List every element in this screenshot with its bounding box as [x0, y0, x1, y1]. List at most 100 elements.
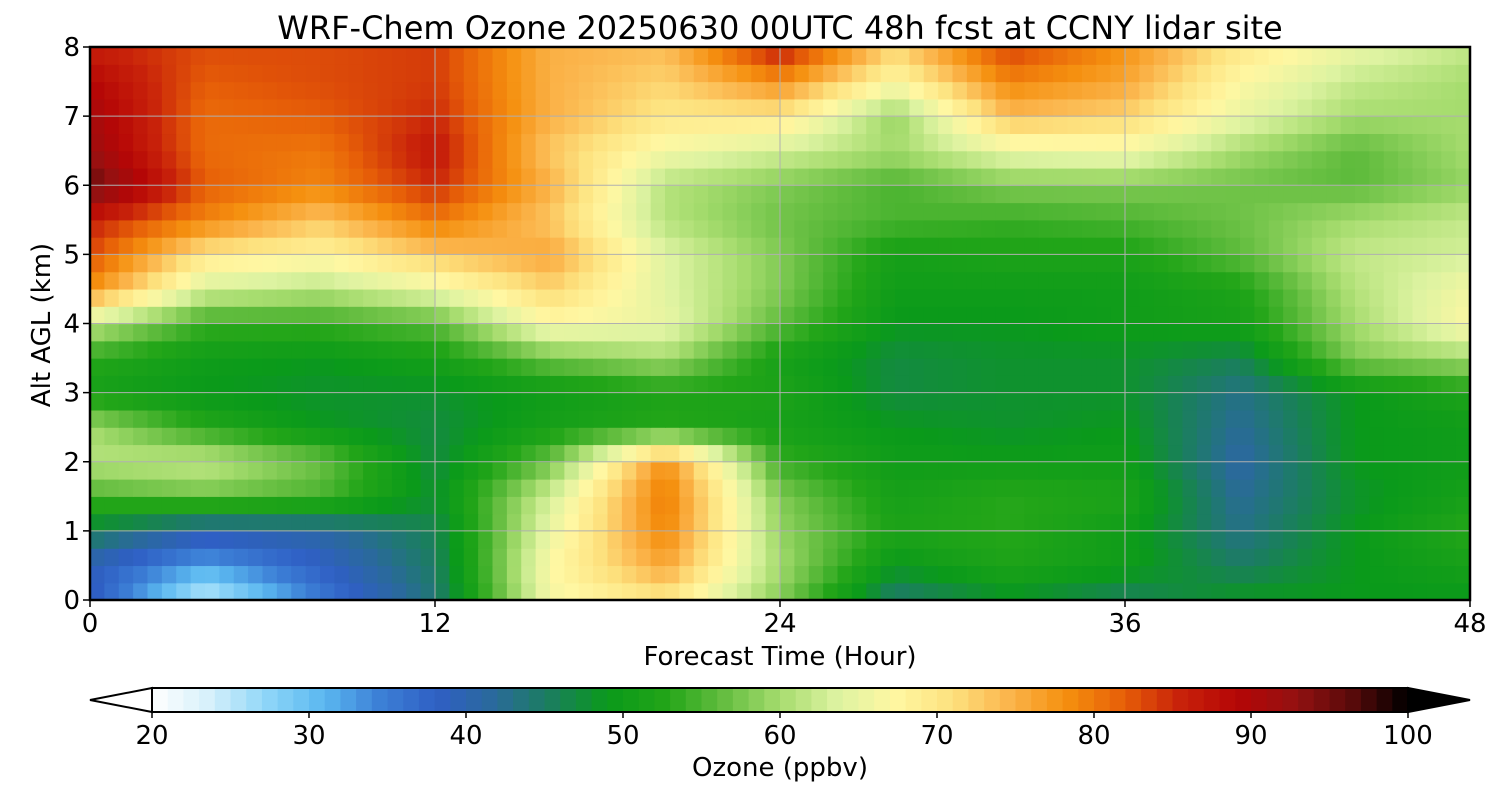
heatmap-cell — [564, 548, 580, 567]
heatmap-cell — [1182, 288, 1198, 307]
heatmap-cell — [1225, 47, 1241, 65]
heatmap-cell — [276, 185, 292, 204]
heatmap-cell — [1225, 288, 1241, 307]
heatmap-cell — [190, 582, 206, 600]
heatmap-cell — [708, 288, 724, 307]
heatmap-cell — [377, 340, 393, 359]
heatmap-cell — [1010, 444, 1025, 463]
heatmap-cell — [1081, 323, 1097, 342]
heatmap-cell — [1283, 323, 1299, 342]
heatmap-cell — [435, 271, 450, 290]
heatmap-cell — [1412, 271, 1428, 290]
heatmap-cell — [909, 150, 925, 169]
heatmap-cell — [722, 219, 738, 238]
heatmap-cell — [851, 358, 867, 376]
heatmap-cell — [205, 375, 220, 394]
heatmap-cell — [190, 64, 206, 83]
heatmap-cell — [1168, 444, 1184, 463]
colorbar-cell — [889, 688, 907, 712]
heatmap-cell — [751, 479, 767, 497]
heatmap-cell — [693, 47, 709, 65]
heatmap-cell — [923, 444, 939, 463]
heatmap-cell — [291, 167, 307, 186]
heatmap-cell — [621, 513, 637, 532]
heatmap-cell — [205, 116, 220, 135]
heatmap-cell — [348, 237, 364, 255]
heatmap-cell — [665, 582, 680, 600]
heatmap-cell — [104, 133, 120, 152]
heatmap-cell — [1168, 548, 1184, 567]
heatmap-cell — [1340, 306, 1356, 325]
heatmap-cell — [420, 479, 436, 497]
heatmap-cell — [837, 358, 853, 376]
heatmap-cell — [420, 565, 436, 584]
heatmap-cell — [923, 392, 939, 411]
heatmap-cell — [406, 202, 422, 221]
heatmap-cell — [693, 479, 709, 497]
heatmap-cell — [276, 375, 292, 394]
heatmap-cell — [176, 116, 192, 135]
heatmap-cell — [1211, 116, 1227, 135]
heatmap-cell — [1182, 409, 1198, 428]
heatmap-cell — [478, 64, 494, 83]
heatmap-cell — [133, 323, 149, 342]
heatmap-cell — [1311, 409, 1327, 428]
heatmap-cell — [1441, 185, 1457, 204]
heatmap-cell — [1355, 565, 1370, 584]
heatmap-cell — [665, 427, 680, 446]
heatmap-cell — [118, 496, 134, 515]
heatmap-cell — [736, 185, 752, 204]
heatmap-cell — [966, 167, 982, 186]
heatmap-cell — [923, 530, 939, 549]
heatmap-cell — [679, 358, 695, 376]
heatmap-cell — [363, 375, 379, 394]
heatmap-cell — [1153, 513, 1169, 532]
heatmap-cell — [1024, 81, 1040, 100]
heatmap-cell — [1125, 409, 1140, 428]
heatmap-cell — [1398, 444, 1414, 463]
heatmap-cell — [118, 461, 134, 480]
heatmap-cell — [837, 133, 853, 152]
heatmap-cell — [650, 150, 666, 169]
heatmap-cell — [248, 219, 264, 238]
heatmap-cell — [1211, 237, 1227, 255]
heatmap-cell — [837, 116, 853, 135]
heatmap-cell — [1110, 167, 1126, 186]
heatmap-cell — [952, 133, 968, 152]
heatmap-cell — [1426, 513, 1442, 532]
heatmap-cell — [521, 323, 537, 342]
x-axis-label: Forecast Time (Hour) — [643, 642, 916, 672]
heatmap-cell — [305, 548, 321, 567]
heatmap-cell — [1096, 392, 1112, 411]
heatmap-cell — [348, 392, 364, 411]
heatmap-cell — [966, 306, 982, 325]
heatmap-cell — [665, 375, 680, 394]
heatmap-cell — [1211, 254, 1227, 273]
heatmap-cell — [1067, 271, 1083, 290]
heatmap-cell — [981, 409, 997, 428]
heatmap-cell — [1441, 444, 1457, 463]
heatmap-cell — [1326, 565, 1342, 584]
heatmap-cell — [952, 392, 968, 411]
heatmap-cell — [550, 409, 565, 428]
heatmap-cell — [895, 461, 910, 480]
heatmap-cell — [1081, 254, 1097, 273]
heatmap-cell — [334, 254, 350, 273]
heatmap-cell — [1010, 202, 1025, 221]
colorbar-cell — [1109, 688, 1126, 712]
heatmap-cell — [492, 98, 508, 117]
heatmap-cell — [1067, 409, 1083, 428]
colorbar-cell — [1298, 688, 1315, 712]
heatmap-cell — [1225, 461, 1241, 480]
heatmap-cell — [621, 496, 637, 515]
heatmap-cell — [1024, 47, 1040, 65]
heatmap-cell — [190, 167, 206, 186]
heatmap-cell — [133, 185, 149, 204]
heatmap-cell — [90, 513, 105, 532]
colorbar-cell — [1219, 688, 1236, 712]
heatmap-cell — [593, 237, 609, 255]
heatmap-cell — [895, 565, 910, 584]
heatmap-cell — [966, 288, 982, 307]
heatmap-cell — [492, 375, 508, 394]
heatmap-cell — [981, 479, 997, 497]
